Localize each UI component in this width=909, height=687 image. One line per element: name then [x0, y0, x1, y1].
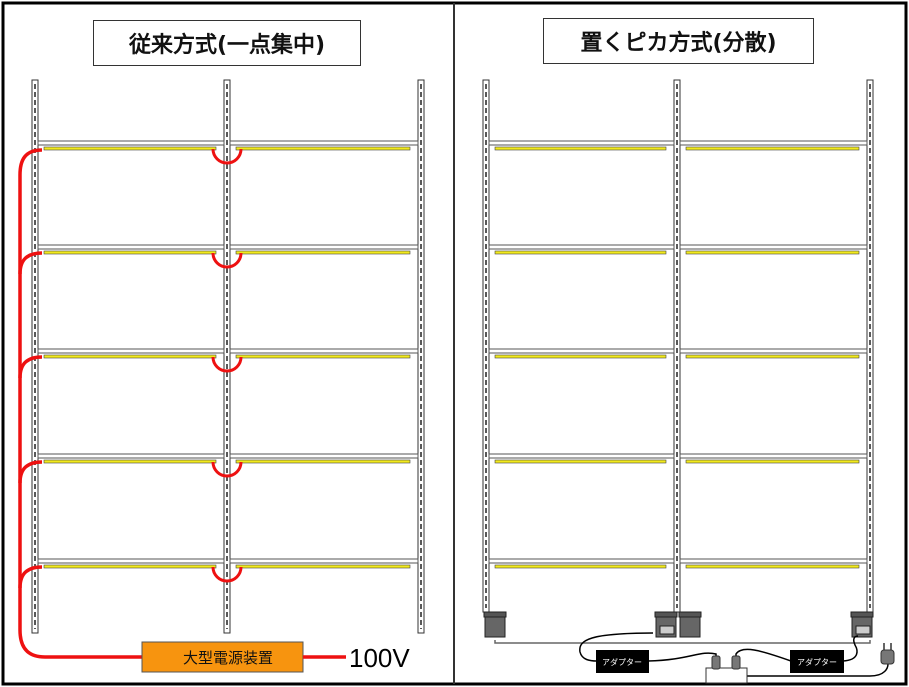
right-panel-title: 置くピカ方式(分散)	[543, 18, 814, 64]
shelf-board	[37, 244, 225, 250]
adapter-box	[790, 650, 844, 673]
shelf-board	[679, 348, 868, 354]
led-light-bar	[494, 564, 667, 569]
power-unit-top	[483, 611, 507, 618]
cable	[746, 663, 889, 677]
wall-plug-icon	[880, 643, 895, 665]
led-light-bar	[494, 354, 667, 359]
power-unit-top	[850, 611, 874, 618]
shelf-board	[679, 453, 868, 459]
adapter-label: アダプター	[602, 657, 642, 667]
jumper-wire	[211, 566, 243, 583]
shelf-board	[679, 244, 868, 250]
led-light-bar	[235, 146, 411, 151]
power-unit-socket	[855, 625, 871, 635]
led-light-bar	[235, 459, 411, 464]
power-unit-socket	[659, 625, 675, 635]
shelf-board	[37, 140, 225, 146]
cable	[842, 635, 859, 662]
voltage-label: 100V	[349, 643, 410, 673]
jumper-wire	[211, 461, 243, 478]
shelf-board	[229, 244, 419, 250]
power-strip	[705, 667, 748, 684]
cable	[647, 652, 717, 662]
led-light-bar	[43, 459, 217, 464]
power-unit	[679, 616, 701, 638]
led-light-bar	[43, 250, 217, 255]
shelf-board	[679, 140, 868, 146]
shelf-board	[37, 558, 225, 564]
led-light-bar	[235, 564, 411, 569]
adapter-box	[596, 650, 649, 673]
led-light-bar	[43, 564, 217, 569]
cable	[494, 640, 871, 644]
power-unit-top	[678, 611, 702, 618]
shelf-board	[488, 348, 675, 354]
jumper-wire	[211, 356, 243, 373]
led-light-bar	[494, 146, 667, 151]
led-light-bar	[494, 250, 667, 255]
led-light-bar	[685, 459, 860, 464]
distributed-power-setup: アダプター アダプター	[494, 632, 895, 684]
main-red-wire	[18, 148, 142, 659]
led-light-bar	[685, 250, 860, 255]
led-light-bar	[43, 146, 217, 151]
power-unit	[484, 616, 506, 638]
power-unit-label: 大型電源装置	[183, 649, 273, 667]
shelf-board	[488, 244, 675, 250]
shelf-board	[488, 453, 675, 459]
shelf-board	[229, 140, 419, 146]
jumper-wire	[211, 148, 243, 165]
led-light-bar	[235, 250, 411, 255]
led-light-bar	[235, 354, 411, 359]
left-panel-title: 従来方式(一点集中)	[93, 20, 361, 66]
plug-in-strip	[711, 655, 721, 670]
led-light-bar	[685, 354, 860, 359]
branch-wire	[18, 355, 43, 379]
shelf-board	[37, 453, 225, 459]
branch-wire	[18, 565, 43, 589]
led-light-bar	[685, 146, 860, 151]
led-light-bar	[43, 354, 217, 359]
led-light-bar	[494, 459, 667, 464]
power-unit-box	[141, 641, 304, 673]
plug-in-strip	[731, 655, 741, 670]
branch-wire	[18, 460, 43, 484]
shelf-board	[37, 348, 225, 354]
shelf-board	[229, 558, 419, 564]
power-unit-top	[654, 611, 678, 618]
left-shelf-diagram	[18, 79, 425, 634]
jumper-wire	[211, 252, 243, 269]
cable	[735, 648, 792, 662]
adapter-label: アダプター	[797, 657, 837, 667]
led-light-bar	[685, 564, 860, 569]
shelf-board	[229, 453, 419, 459]
branch-wire	[18, 251, 43, 275]
shelf-board	[679, 558, 868, 564]
cable	[579, 632, 654, 662]
shelf-board	[488, 140, 675, 146]
right-shelf-diagram	[482, 79, 874, 638]
shelf-board	[488, 558, 675, 564]
shelf-board	[229, 348, 419, 354]
